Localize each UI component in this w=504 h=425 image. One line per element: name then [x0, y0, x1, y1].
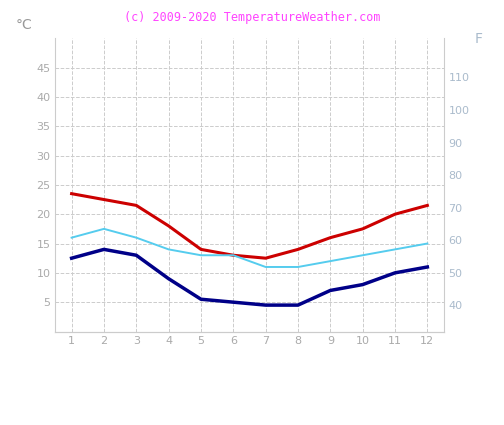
Text: (c) 2009-2020 TemperatureWeather.com: (c) 2009-2020 TemperatureWeather.com — [124, 11, 380, 24]
Y-axis label: °C: °C — [16, 18, 33, 32]
Y-axis label: F: F — [474, 32, 482, 46]
